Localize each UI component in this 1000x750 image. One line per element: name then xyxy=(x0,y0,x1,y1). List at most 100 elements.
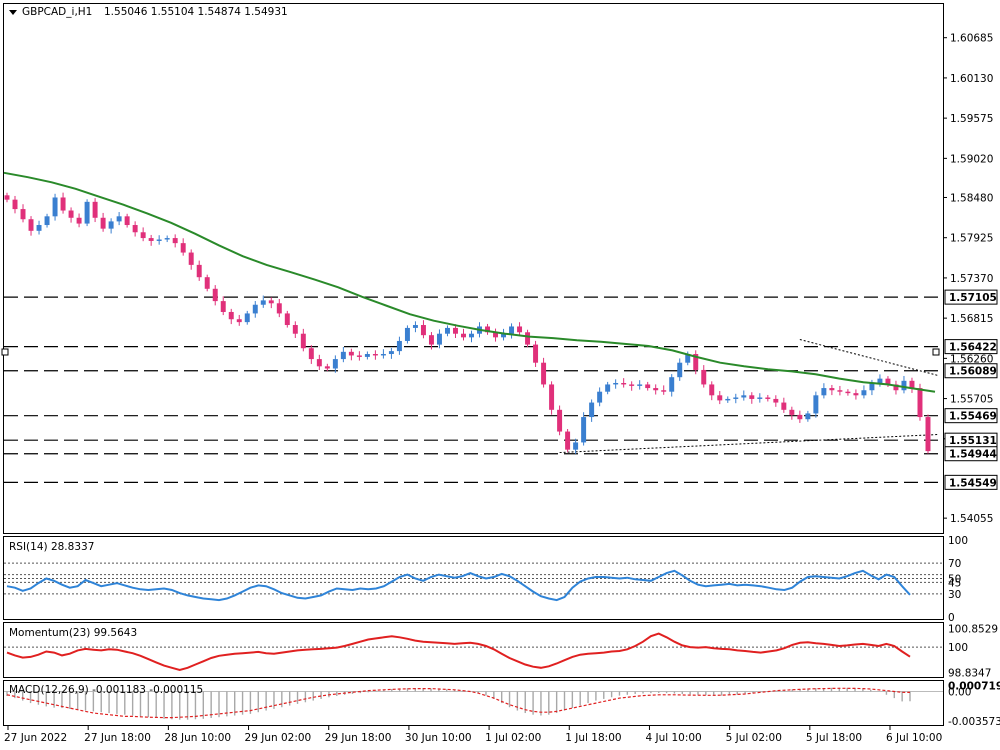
level-label-box xyxy=(944,289,998,305)
level-label: 1.56422 xyxy=(949,342,997,354)
price-tick-label: 1.58480 xyxy=(950,192,993,204)
indicator-tick-label: 45 xyxy=(948,577,961,589)
time-tick-label: 4 Jul 10:00 xyxy=(645,732,701,744)
candle-body xyxy=(789,409,795,415)
candle-body xyxy=(909,380,915,389)
candle-body xyxy=(108,221,114,229)
price-tick-label: 1.59020 xyxy=(950,153,993,165)
candle-body xyxy=(396,340,402,352)
level-labels: 1.57105 1.56422 1.56089 1.55469 1.55131 1.549… xyxy=(944,289,998,490)
candle-body xyxy=(693,354,699,370)
candle-body xyxy=(773,398,779,403)
time-tick-label: 1 Jul 02:00 xyxy=(485,732,541,744)
candle-body xyxy=(925,417,931,452)
macd-panel-frame xyxy=(3,680,944,726)
candle-body xyxy=(364,354,370,357)
candle-body xyxy=(845,391,851,394)
time-tick-label: 27 Jun 18:00 xyxy=(84,732,151,744)
candle-body xyxy=(84,201,90,224)
indicator-tick-label: 100 xyxy=(948,642,968,654)
price-tick-label: 1.59575 xyxy=(950,113,993,125)
candle-body xyxy=(821,388,827,396)
candle-body xyxy=(573,442,579,450)
candle-body xyxy=(717,395,723,401)
momentum-indicator: 100.8529 100 98.8347 xyxy=(4,624,998,680)
candle-body xyxy=(869,382,875,391)
candles xyxy=(4,192,931,454)
candle-body xyxy=(196,264,202,278)
price-tick-label: 1.60130 xyxy=(950,73,993,85)
candle-body xyxy=(637,384,643,386)
candle-body xyxy=(164,238,170,240)
lower-trendline xyxy=(559,433,940,454)
indicator-line xyxy=(6,569,911,602)
level-label: 1.54944 xyxy=(949,449,997,461)
candle-body xyxy=(653,388,659,391)
macd-tick-label: -0.003573 xyxy=(948,716,1000,728)
candle-body xyxy=(461,333,466,338)
candle-body xyxy=(813,395,819,414)
candle-body xyxy=(485,326,490,333)
candle-body xyxy=(853,393,859,396)
candle-body xyxy=(412,325,418,328)
candle-body xyxy=(116,216,122,222)
candle-body xyxy=(36,225,42,231)
candle-body xyxy=(861,390,867,396)
candle-body xyxy=(324,366,330,369)
time-tick-label: 5 Jul 18:00 xyxy=(806,732,862,744)
candle-body xyxy=(525,332,531,345)
candle-body xyxy=(284,313,290,326)
level-label-box xyxy=(944,339,998,355)
indicator-tick-label: 30 xyxy=(948,589,961,601)
indicator-tick-label: 100.8529 xyxy=(948,624,998,636)
candle-body xyxy=(380,354,386,356)
price-tick-label: 1.56815 xyxy=(950,313,993,325)
price-tick-label: 1.54055 xyxy=(950,513,993,525)
symbol-dropdown-icon[interactable] xyxy=(9,10,17,15)
indicator-tick-label: 50 xyxy=(948,574,961,586)
candle-body xyxy=(685,354,691,363)
level-label: 1.54549 xyxy=(949,477,997,489)
right-scale-marker[interactable] xyxy=(932,348,940,356)
rsi-panel-frame xyxy=(3,536,944,620)
momentum-panel-frame xyxy=(3,622,944,678)
price-tick-label: 1.57370 xyxy=(950,273,993,285)
candle-body xyxy=(332,359,338,369)
candle-body xyxy=(292,325,298,334)
time-tick-label: 6 Jul 10:00 xyxy=(886,732,942,744)
candle-body xyxy=(589,402,595,418)
candle-body xyxy=(436,333,442,345)
time-tick-label: 27 Jun 2022 xyxy=(4,732,67,744)
level-label-box xyxy=(944,474,998,490)
macd-signal-line xyxy=(6,687,911,719)
candle-body xyxy=(100,217,106,229)
candle-body xyxy=(453,327,458,334)
level-label: 1.56089 xyxy=(949,366,997,378)
left-scale-marker[interactable] xyxy=(1,348,9,356)
candle-body xyxy=(404,327,410,341)
time-tick-label: 1 Jul 18:00 xyxy=(565,732,621,744)
candle-body xyxy=(148,238,154,241)
candle-body xyxy=(268,300,274,304)
candle-body xyxy=(4,195,10,200)
horizontal-levels xyxy=(4,296,943,483)
candle-body xyxy=(661,390,667,392)
price-tick-label: 1.55705 xyxy=(950,394,993,406)
candle-body xyxy=(885,378,891,385)
candle-body xyxy=(228,311,234,320)
candle-body xyxy=(781,402,787,410)
candle-body xyxy=(356,355,362,357)
candle-body xyxy=(52,197,58,217)
candle-body xyxy=(156,239,162,241)
candle-body xyxy=(541,362,547,385)
candle-body xyxy=(917,388,923,418)
candle-body xyxy=(581,417,587,443)
time-tick-label: 5 Jul 02:00 xyxy=(726,732,782,744)
candle-body xyxy=(725,398,731,401)
macd-tick-label: 0.000719 xyxy=(948,681,1000,693)
candle-body xyxy=(669,377,675,392)
price-tick-label: 1.57925 xyxy=(950,233,993,245)
